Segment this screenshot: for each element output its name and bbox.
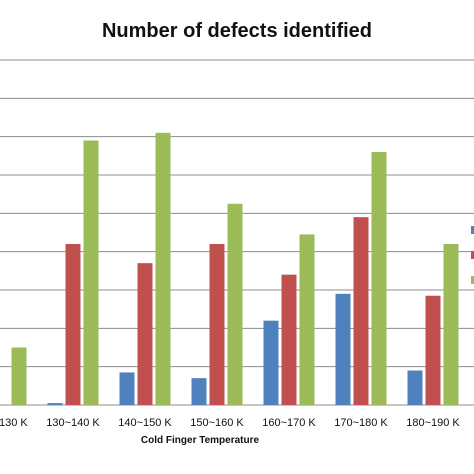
- bar: [209, 244, 225, 405]
- x-tick-label: 180~190 K: [406, 417, 460, 429]
- x-tick-label: 130~140 K: [46, 417, 100, 429]
- bar: [47, 403, 63, 405]
- bar: [353, 217, 369, 405]
- legend-swatch: [471, 226, 474, 234]
- bar: [191, 378, 207, 405]
- bar: [281, 274, 297, 405]
- bar: [407, 370, 423, 405]
- legend-swatch: [471, 276, 474, 284]
- bar: [371, 152, 387, 405]
- x-tick-label: 140~150 K: [118, 417, 172, 429]
- x-tick-label: 160~170 K: [262, 417, 316, 429]
- bar: [443, 244, 459, 405]
- bar: [137, 263, 153, 405]
- bar: [425, 295, 441, 405]
- bar: [227, 203, 243, 405]
- bar: [65, 244, 81, 405]
- bar: [299, 234, 315, 405]
- bar: [83, 140, 99, 405]
- chart-title: Number of defects identified: [102, 20, 372, 42]
- bar: [263, 320, 279, 405]
- x-tick-label: 150~160 K: [190, 417, 244, 429]
- x-axis-label: Cold Finger Temperature: [141, 435, 260, 446]
- x-tick-label: 120~130 K: [0, 417, 28, 429]
- bar: [155, 132, 171, 406]
- bar: [119, 372, 135, 405]
- bar: [335, 293, 351, 405]
- x-tick-label: 170~180 K: [334, 417, 388, 429]
- legend-swatch: [471, 251, 474, 259]
- legend: [471, 226, 474, 284]
- x-tick-labels: 120~130 K 130~140 K 140~150 K 150~160 K 160~…: [0, 417, 460, 429]
- bar: [11, 347, 27, 405]
- bars: [11, 132, 459, 406]
